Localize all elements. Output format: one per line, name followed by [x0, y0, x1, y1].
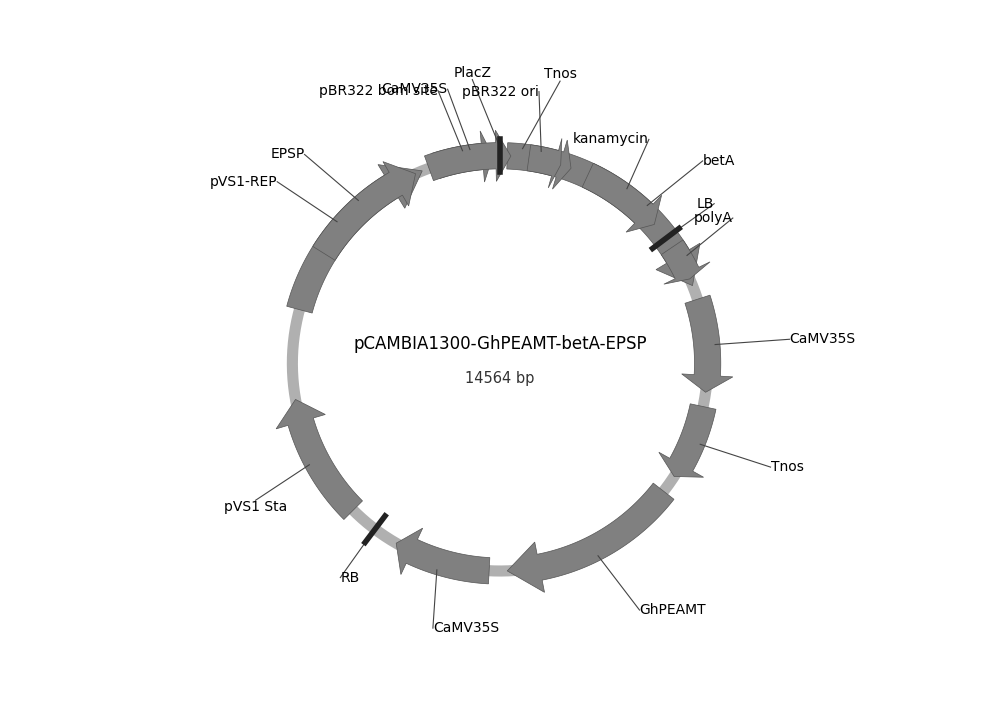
Text: CaMV35S: CaMV35S	[433, 621, 499, 635]
Text: Tnos: Tnos	[544, 67, 577, 81]
Text: RB: RB	[340, 570, 360, 585]
Polygon shape	[507, 140, 571, 189]
Polygon shape	[396, 528, 490, 584]
Text: pVS1 Sta: pVS1 Sta	[224, 501, 287, 514]
Text: pCAMBIA1300-GhPEAMT-betA-EPSP: pCAMBIA1300-GhPEAMT-betA-EPSP	[353, 335, 647, 353]
Text: kanamycin: kanamycin	[573, 133, 649, 146]
Polygon shape	[287, 164, 422, 313]
Polygon shape	[582, 163, 662, 232]
Polygon shape	[313, 162, 416, 261]
Polygon shape	[507, 483, 674, 592]
Text: LB: LB	[697, 197, 714, 210]
Text: pVS1-REP: pVS1-REP	[210, 175, 277, 189]
Text: polyA: polyA	[694, 211, 733, 225]
Text: 14564 bp: 14564 bp	[465, 371, 535, 386]
Polygon shape	[424, 130, 511, 181]
Text: GhPEAMT: GhPEAMT	[640, 603, 706, 617]
Text: CaMV35S: CaMV35S	[382, 82, 448, 96]
Polygon shape	[659, 404, 716, 477]
Text: EPSP: EPSP	[270, 148, 305, 162]
Polygon shape	[276, 400, 362, 520]
Text: PlacZ: PlacZ	[453, 66, 491, 80]
Text: pBR322 ori: pBR322 ori	[462, 85, 539, 99]
Polygon shape	[682, 295, 733, 393]
Polygon shape	[527, 138, 562, 188]
Polygon shape	[560, 153, 700, 286]
Polygon shape	[432, 131, 493, 182]
Text: pBR322 bom site: pBR322 bom site	[319, 84, 438, 97]
Polygon shape	[661, 240, 710, 284]
Text: betA: betA	[703, 154, 735, 168]
Text: CaMV35S: CaMV35S	[790, 333, 856, 346]
Text: Tnos: Tnos	[771, 460, 803, 474]
